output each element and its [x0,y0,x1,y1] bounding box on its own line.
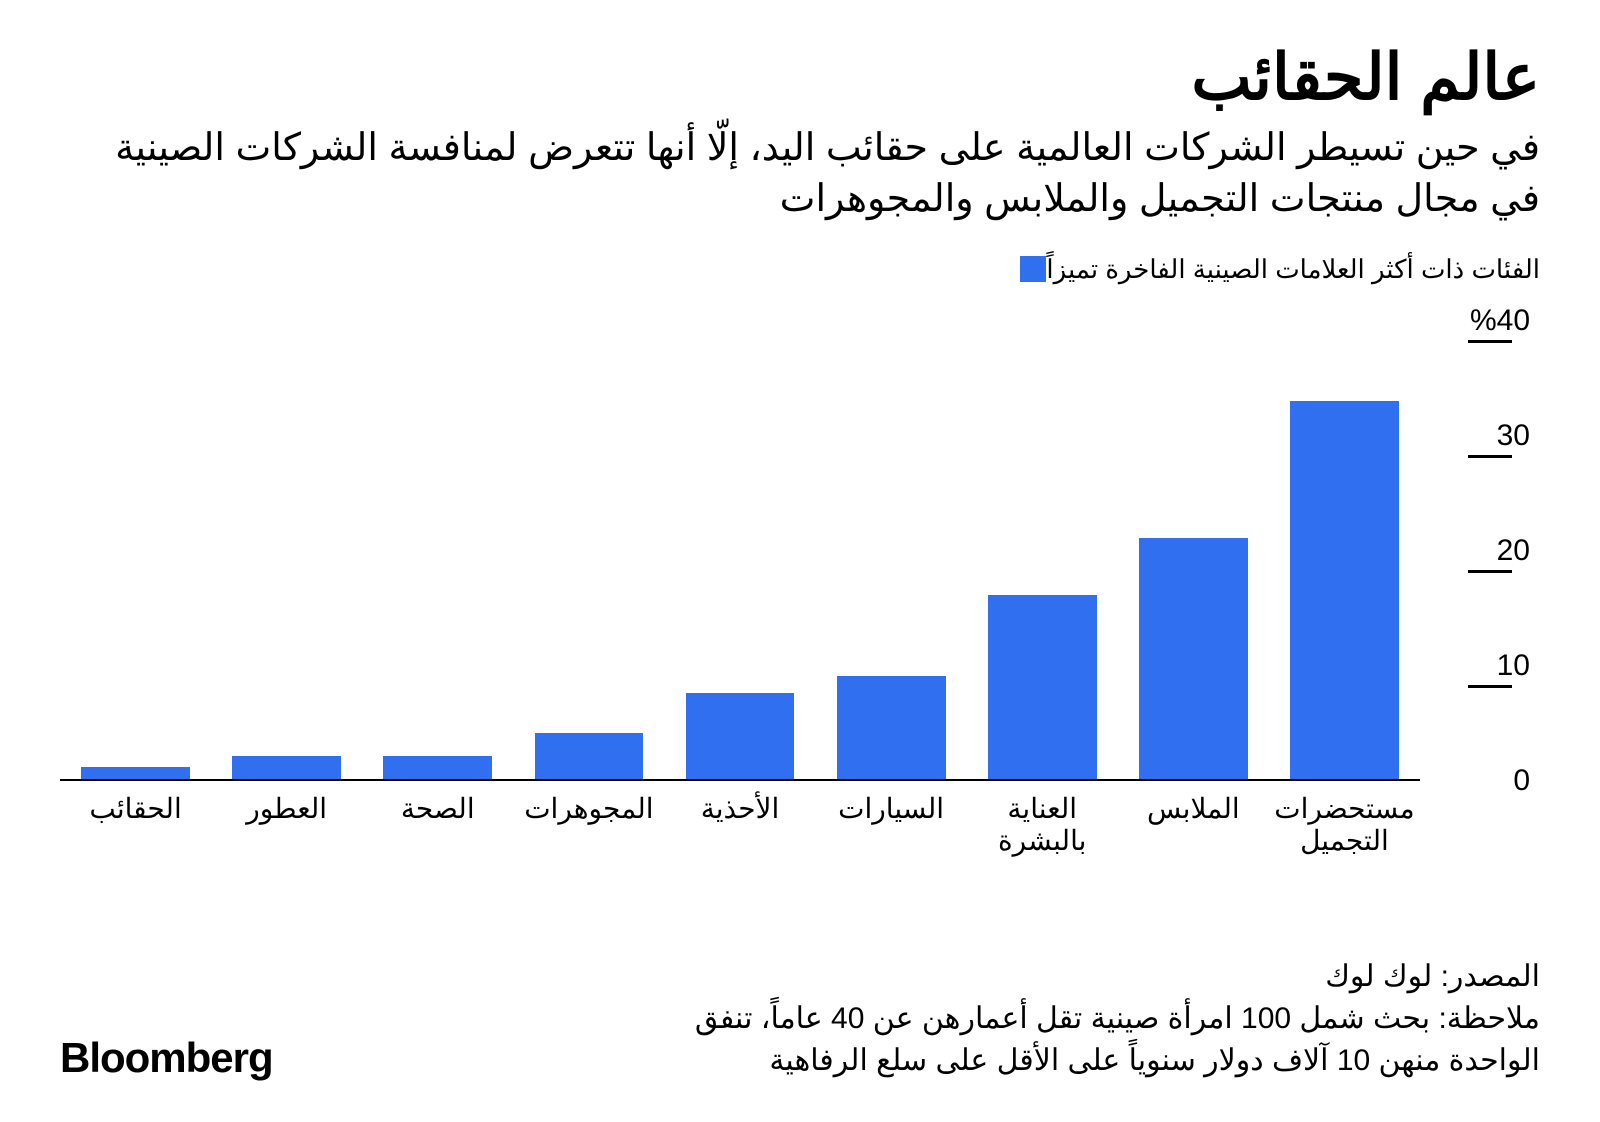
note-line-2: الواحدة منهن 10 آلاف دولار سنوياً على ال… [695,1040,1540,1082]
bar-slot [1269,321,1420,779]
y-tick: 10 [1420,651,1540,681]
x-label: الملابس [1118,781,1269,841]
x-label: الأحذية [664,781,815,841]
bar [988,595,1097,778]
x-label: الصحة [362,781,513,841]
bar-slot [211,321,362,779]
y-tick-mark [1468,455,1512,458]
bar [1139,538,1248,778]
source-line: المصدر: لوك لوك [695,956,1540,998]
brand-logo: Bloomberg [60,1034,273,1082]
bar-chart: 0102030%40 الحقائبالعطورالصحةالمجوهراتال… [60,301,1540,841]
note-line-1: ملاحظة: بحث شمل 100 امرأة صينية تقل أعما… [695,998,1540,1040]
y-tick-label: 30 [1420,421,1540,451]
x-axis-labels: الحقائبالعطورالصحةالمجوهراتالأحذيةالسيار… [60,781,1420,841]
legend: الفئات ذات أكثر العلامات الصينية الفاخرة… [60,254,1540,285]
x-label: العنايةبالبشرة [967,781,1118,841]
bar [1290,401,1399,779]
x-label: الحقائب [60,781,211,841]
bar-slot [60,321,211,779]
y-tick-label: %40 [1420,306,1540,336]
plot-area [60,321,1420,781]
y-tick-label: 10 [1420,651,1540,681]
bar-slot [1118,321,1269,779]
y-tick: 0 [1420,766,1540,796]
y-tick-mark [1468,570,1512,573]
footer-notes: المصدر: لوك لوك ملاحظة: بحث شمل 100 امرأ… [695,956,1540,1082]
y-tick: 20 [1420,536,1540,566]
y-tick-mark [1468,685,1512,688]
legend-label: الفئات ذات أكثر العلامات الصينية الفاخرة… [1046,254,1540,285]
bar-slot [664,321,815,779]
bar-slot [362,321,513,779]
y-tick: 30 [1420,421,1540,451]
y-tick-label: 20 [1420,536,1540,566]
x-label: المجوهرات [513,781,664,841]
bar [232,756,341,779]
bar [837,676,946,779]
x-label: مستحضراتالتجميل [1269,781,1420,841]
y-tick-label: 0 [1420,766,1540,796]
bar [81,767,190,778]
x-label: السيارات [816,781,967,841]
y-tick: %40 [1420,306,1540,336]
y-axis: 0102030%40 [1420,321,1540,781]
bar [383,756,492,779]
bar-slot [816,321,967,779]
chart-subtitle: في حين تسيطر الشركات العالمية على حقائب … [60,123,1540,226]
bar [535,733,644,779]
legend-swatch [1020,256,1046,282]
y-tick-mark [1468,340,1512,343]
bar [686,693,795,779]
x-label: العطور [211,781,362,841]
bar-slot [513,321,664,779]
bars-container [60,321,1420,779]
chart-title: عالم الحقائب [60,40,1540,115]
bar-slot [967,321,1118,779]
